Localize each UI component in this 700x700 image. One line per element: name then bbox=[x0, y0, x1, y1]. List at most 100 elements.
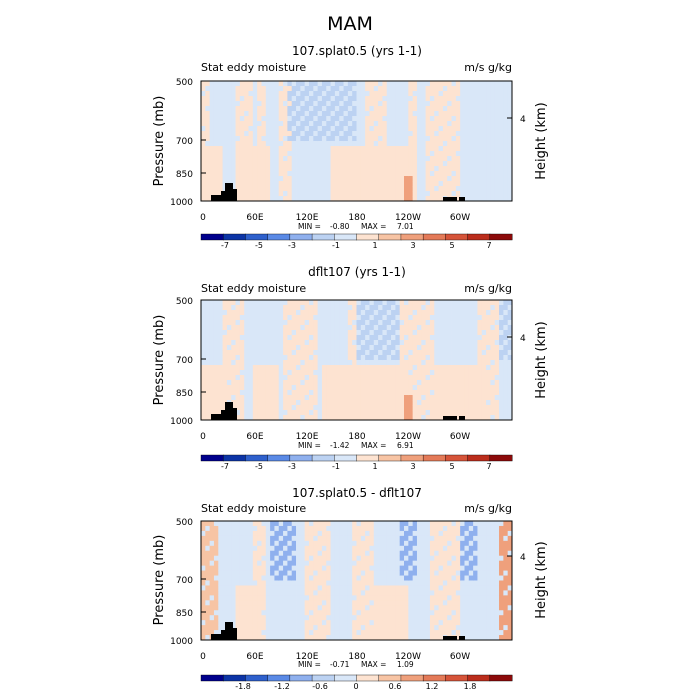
heatmap-cell bbox=[213, 86, 219, 92]
heatmap-cell bbox=[296, 580, 301, 586]
heatmap-cell bbox=[499, 176, 504, 182]
heatmap-cell bbox=[326, 555, 331, 562]
heatmap-cell bbox=[378, 325, 383, 331]
heatmap-cell bbox=[304, 340, 310, 346]
heatmap-cell bbox=[326, 111, 331, 117]
heatmap-cell bbox=[442, 540, 448, 547]
heatmap-cell bbox=[321, 535, 327, 542]
heatmap-cell bbox=[291, 325, 297, 331]
heatmap-cell bbox=[477, 181, 483, 187]
heatmap-cell bbox=[339, 186, 344, 192]
heatmap-cell bbox=[360, 350, 366, 356]
heatmap-cell bbox=[373, 525, 379, 532]
max-value: 7.01 bbox=[397, 222, 414, 231]
heatmap-cell bbox=[339, 410, 344, 416]
heatmap-cell bbox=[283, 166, 288, 172]
heatmap-cell bbox=[468, 365, 474, 371]
heatmap-cell bbox=[507, 340, 513, 346]
heatmap-cell bbox=[369, 310, 375, 316]
heatmap-cell bbox=[274, 555, 280, 562]
heatmap-cell bbox=[412, 540, 418, 547]
heatmap-cell bbox=[261, 146, 267, 152]
heatmap-cell bbox=[395, 81, 401, 87]
heatmap-cell bbox=[434, 360, 439, 366]
heatmap-cell bbox=[201, 630, 206, 636]
heatmap-cell bbox=[270, 116, 275, 122]
heatmap-cell bbox=[490, 415, 496, 421]
heatmap-cell bbox=[330, 181, 336, 187]
heatmap-cell bbox=[313, 540, 319, 547]
heatmap-cell bbox=[360, 530, 366, 537]
heatmap-cell bbox=[373, 380, 379, 386]
heatmap-cell bbox=[270, 320, 275, 326]
heatmap-cell bbox=[308, 91, 314, 97]
heatmap-cell bbox=[235, 126, 241, 132]
heatmap-cell bbox=[244, 171, 249, 177]
heatmap-cell bbox=[373, 350, 379, 356]
heatmap-cell bbox=[274, 545, 280, 552]
heatmap-cell bbox=[257, 325, 262, 331]
heatmap-cell bbox=[369, 630, 375, 636]
heatmap-cell bbox=[438, 530, 444, 537]
heatmap-cell bbox=[391, 521, 396, 527]
heatmap-cell bbox=[408, 595, 414, 601]
heatmap-cell bbox=[451, 325, 457, 331]
heatmap-cell bbox=[209, 521, 215, 527]
heatmap-cell bbox=[360, 540, 366, 547]
heatmap-cell bbox=[503, 181, 509, 187]
heatmap-cell bbox=[507, 176, 513, 182]
heatmap-cell bbox=[416, 615, 422, 621]
heatmap-cell bbox=[278, 191, 284, 197]
heatmap-cell bbox=[343, 615, 349, 621]
heatmap-cell bbox=[278, 390, 284, 396]
heatmap-cell bbox=[421, 355, 427, 361]
heatmap-cell bbox=[421, 370, 427, 376]
heatmap-cell bbox=[313, 166, 319, 172]
heatmap-cell bbox=[274, 146, 280, 152]
heatmap-cell bbox=[213, 630, 219, 636]
heatmap-cell bbox=[481, 171, 487, 177]
heatmap-cell bbox=[503, 141, 509, 147]
heatmap-cell bbox=[386, 91, 392, 97]
heatmap-cell bbox=[313, 101, 319, 107]
heatmap-cell bbox=[378, 580, 383, 586]
heatmap-cell bbox=[499, 156, 504, 162]
heatmap-cell bbox=[365, 196, 370, 202]
heatmap-cell bbox=[477, 415, 483, 421]
heatmap-cell bbox=[455, 355, 461, 361]
heatmap-cell bbox=[352, 340, 357, 346]
heatmap-cell bbox=[265, 575, 271, 581]
heatmap-cell bbox=[473, 340, 478, 346]
heatmap-cell bbox=[265, 141, 271, 147]
heatmap-cell bbox=[244, 335, 249, 341]
heatmap-cell bbox=[434, 530, 439, 537]
heatmap-cell bbox=[213, 620, 219, 626]
heatmap-cell bbox=[442, 630, 448, 636]
heatmap-cell bbox=[373, 81, 379, 87]
heatmap-cell bbox=[365, 555, 370, 562]
heatmap-cell bbox=[270, 525, 275, 532]
heatmap-cell bbox=[304, 176, 310, 182]
heatmap-cell bbox=[399, 360, 405, 366]
heatmap-cell bbox=[399, 395, 405, 401]
heatmap-cell bbox=[287, 530, 293, 537]
heatmap-cell bbox=[425, 375, 431, 381]
heatmap-cell bbox=[382, 330, 388, 336]
heatmap-cell bbox=[429, 385, 435, 391]
heatmap-cell bbox=[434, 521, 439, 527]
heatmap-cell bbox=[442, 151, 448, 157]
heatmap-cell bbox=[447, 141, 452, 147]
heatmap-cell bbox=[352, 620, 357, 626]
heatmap-cell bbox=[352, 590, 357, 596]
heatmap-cell bbox=[356, 565, 362, 571]
heatmap-cell bbox=[244, 565, 249, 571]
heatmap-cell bbox=[473, 335, 478, 341]
heatmap-cell bbox=[334, 116, 340, 122]
heatmap-cell bbox=[347, 340, 353, 346]
heatmap-cell bbox=[451, 590, 457, 596]
heatmap-cell bbox=[499, 136, 504, 142]
heatmap-cell bbox=[468, 360, 474, 366]
heatmap-cell bbox=[447, 320, 452, 326]
heatmap-cell bbox=[339, 330, 344, 336]
heatmap-cell bbox=[360, 191, 366, 197]
